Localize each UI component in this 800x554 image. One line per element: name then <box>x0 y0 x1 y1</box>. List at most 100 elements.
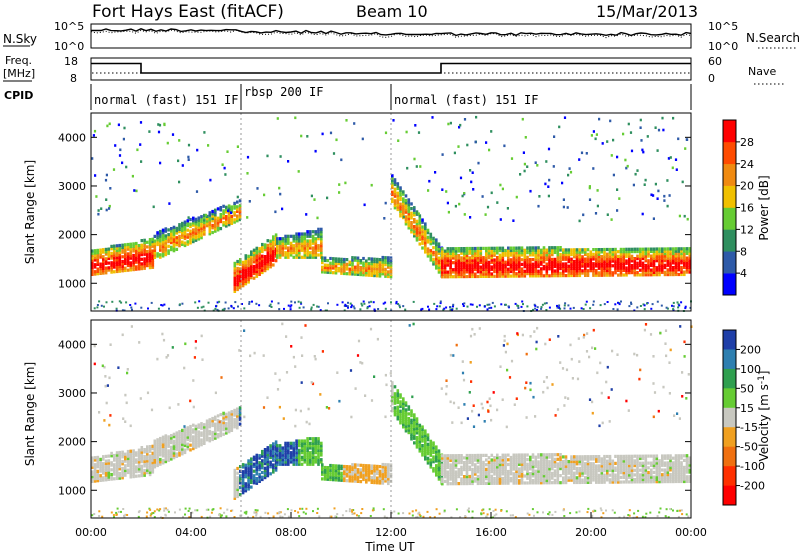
range-cell <box>479 460 483 464</box>
range-cell <box>556 246 560 250</box>
range-cell <box>677 137 680 141</box>
range-cell <box>399 186 402 190</box>
range-cell <box>251 300 253 303</box>
range-cell <box>545 476 549 480</box>
range-cell <box>632 183 635 187</box>
range-cell <box>121 255 124 259</box>
range-cell <box>362 261 365 265</box>
range-cell <box>102 259 105 263</box>
range-cell <box>93 470 97 474</box>
range-cell <box>314 444 318 448</box>
range-cell <box>537 460 540 464</box>
range-cell <box>410 230 413 234</box>
range-cell <box>157 307 160 310</box>
range-cell <box>203 131 206 134</box>
range-cell <box>545 309 548 311</box>
range-cell <box>214 436 217 440</box>
range-cell <box>170 450 173 454</box>
range-cell <box>124 454 127 459</box>
range-cell <box>241 470 245 474</box>
range-cell <box>504 303 507 306</box>
range-cell <box>263 266 267 270</box>
range-cell <box>457 263 461 267</box>
range-cell <box>603 257 606 261</box>
range-cell <box>255 249 259 253</box>
range-cell <box>452 261 455 265</box>
range-cell <box>126 449 130 454</box>
range-cell <box>295 439 298 443</box>
range-cell <box>289 455 293 459</box>
range-cell <box>421 232 424 236</box>
range-cell <box>644 263 648 268</box>
range-cell <box>156 459 159 463</box>
range-cell <box>230 414 234 418</box>
range-cell <box>99 474 102 478</box>
range-cell <box>311 455 315 459</box>
range-cell <box>603 473 606 477</box>
range-cell <box>589 457 593 461</box>
range-cell <box>350 304 353 307</box>
range-cell <box>441 268 444 272</box>
range-cell <box>241 463 245 467</box>
range-cell <box>515 462 518 466</box>
range-cell <box>474 467 477 472</box>
range-cell <box>255 272 259 276</box>
range-cell <box>113 453 116 458</box>
range-cell <box>418 442 422 446</box>
range-cell <box>435 243 438 247</box>
range-cell <box>650 249 653 253</box>
range-cell <box>534 476 538 480</box>
range-cell <box>227 413 231 417</box>
range-cell <box>121 462 124 466</box>
range-cell <box>96 472 100 476</box>
range-cell <box>675 168 678 171</box>
range-cell <box>501 467 505 471</box>
range-cell <box>441 153 444 156</box>
range-cell <box>300 232 304 236</box>
range-cell <box>334 266 338 270</box>
range-cell <box>606 459 609 463</box>
range-cell <box>548 481 551 485</box>
range-cell <box>424 238 427 242</box>
range-cell <box>93 258 97 262</box>
range-cell <box>498 272 502 276</box>
range-cell <box>389 258 393 262</box>
range-cell <box>432 257 435 261</box>
range-cell <box>643 308 646 311</box>
range-cell <box>351 263 354 267</box>
range-cell <box>211 416 214 421</box>
range-cell <box>131 308 133 311</box>
range-cell <box>99 255 102 259</box>
range-cell <box>600 259 604 263</box>
range-cell <box>548 178 551 182</box>
range-cell <box>214 213 217 217</box>
range-cell <box>641 468 645 472</box>
range-cell <box>151 470 155 474</box>
range-cell <box>99 469 102 473</box>
range-cell <box>537 257 540 262</box>
range-cell <box>208 229 212 234</box>
range-cell <box>465 263 469 267</box>
range-cell <box>252 481 256 485</box>
range-cell <box>641 456 645 461</box>
range-cell <box>269 246 272 250</box>
range-cell <box>534 265 538 269</box>
range-cell <box>441 272 444 277</box>
range-cell <box>250 462 253 466</box>
range-cell <box>146 245 149 249</box>
range-cell <box>548 306 551 309</box>
range-cell <box>314 237 318 241</box>
range-cell <box>452 472 455 476</box>
range-cell <box>432 443 435 447</box>
range-cell <box>512 467 516 471</box>
range-cell <box>449 275 452 279</box>
range-cell <box>261 459 264 463</box>
range-cell <box>567 478 571 482</box>
range-cell <box>93 249 97 253</box>
range-cell <box>233 206 236 210</box>
range-cell <box>526 465 529 469</box>
range-cell <box>378 481 382 485</box>
range-cell <box>589 476 593 480</box>
range-cell <box>192 221 195 225</box>
